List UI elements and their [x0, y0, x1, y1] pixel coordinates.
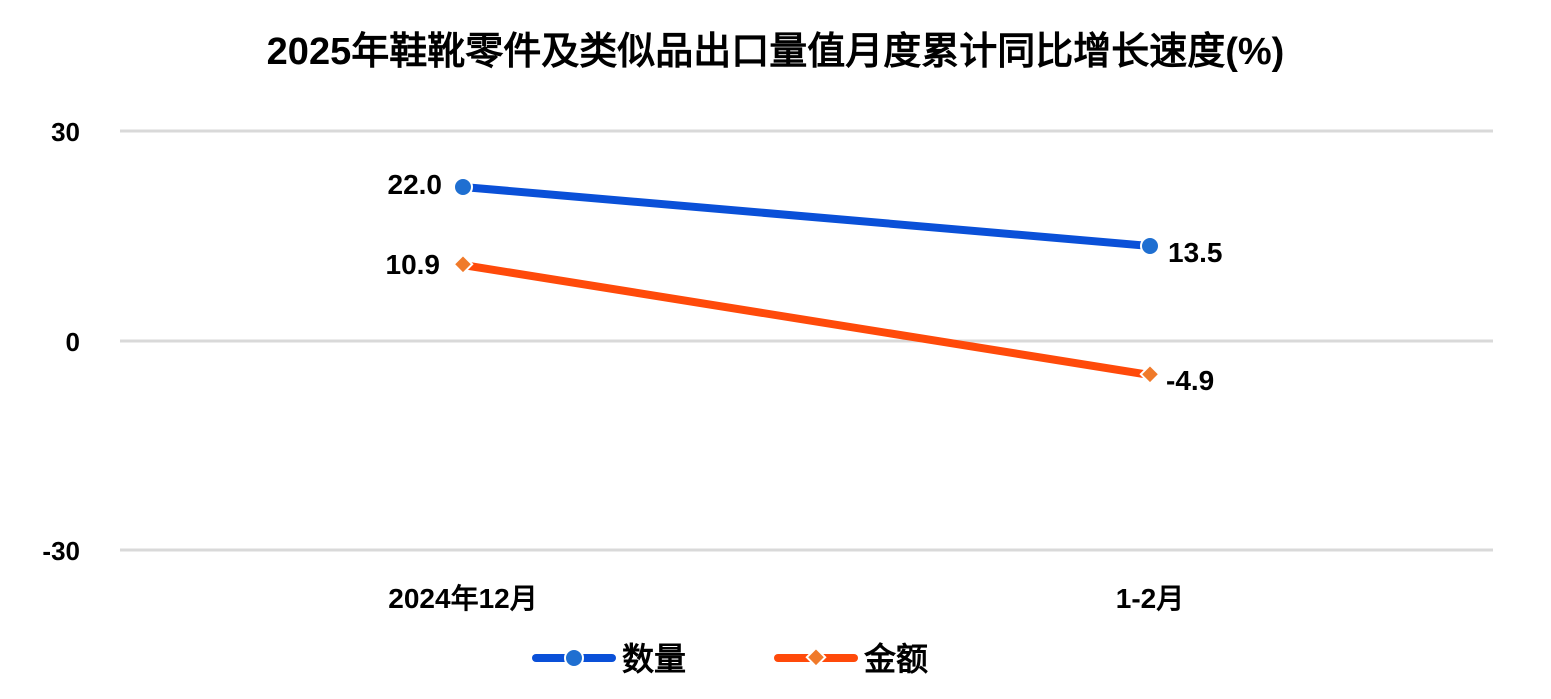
- legend-item-quantity[interactable]: 数量: [532, 641, 686, 677]
- legend-label: 数量: [622, 641, 686, 677]
- diamond-marker-icon: [1139, 363, 1161, 385]
- diamond-marker-icon: [805, 646, 827, 668]
- data-label: 13.5: [1168, 237, 1223, 268]
- diamond-marker-icon: [452, 253, 474, 275]
- y-tick-label: 30: [51, 117, 80, 147]
- data-label: 10.9: [386, 249, 441, 280]
- series-amount: 10.9 -4.9: [386, 249, 1215, 396]
- series-quantity: 22.0 13.5: [388, 169, 1223, 268]
- y-tick-label: -30: [42, 536, 80, 566]
- x-tick-label: 1-2月: [1116, 583, 1184, 614]
- y-axis: 30 0 -30: [42, 117, 80, 566]
- data-label: -4.9: [1166, 365, 1214, 396]
- legend: 数量 金额: [532, 641, 928, 677]
- x-tick-label: 2024年12月: [388, 582, 537, 614]
- legend-label: 金额: [863, 641, 928, 677]
- legend-item-amount[interactable]: 金额: [774, 641, 928, 677]
- circle-marker-icon: [1140, 236, 1160, 256]
- x-axis: 2024年12月 1-2月: [388, 582, 1184, 614]
- gridlines: [120, 129, 1493, 552]
- circle-marker-icon: [564, 648, 584, 668]
- series-line: [459, 261, 1154, 379]
- y-tick-label: 0: [66, 327, 80, 357]
- data-label: 22.0: [388, 169, 443, 200]
- circle-marker-icon: [453, 177, 473, 197]
- series-line: [459, 183, 1154, 250]
- chart-title: 2025年鞋靴零件及类似品出口量值月度累计同比增长速度(%): [266, 31, 1285, 73]
